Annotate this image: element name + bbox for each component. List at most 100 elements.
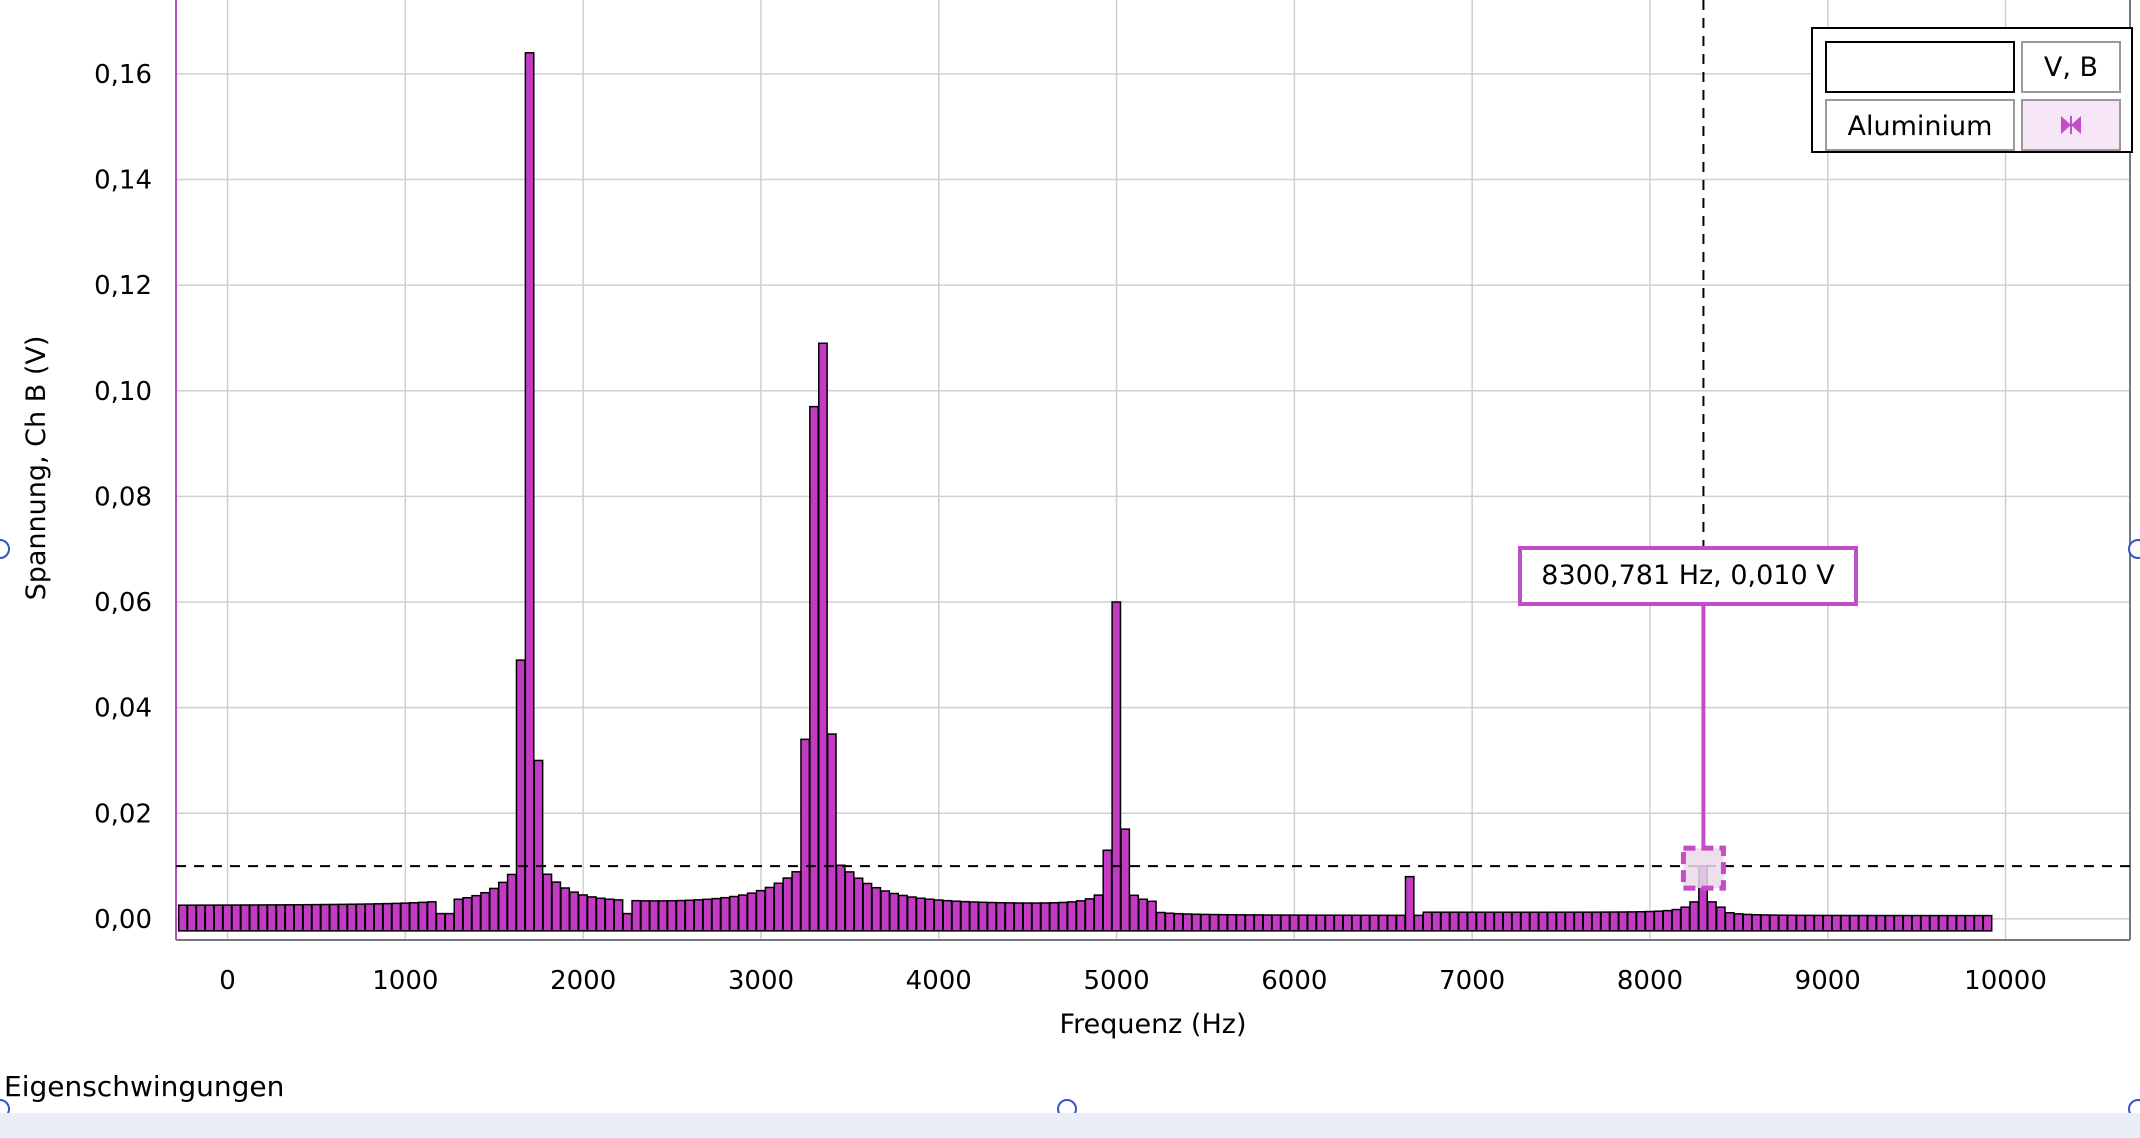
spectrum-bar [1733, 913, 1744, 932]
y-ticks: 0,00 0,02 0,04 0,06 0,08 0,10 0,12 0,14 0,16 [94, 60, 152, 935]
spectrum-bar [649, 900, 659, 932]
spectrum-bar [1751, 914, 1762, 932]
spectrum-bar [702, 898, 713, 932]
spectrum-bar [1804, 914, 1815, 932]
spectrum-bar [1360, 914, 1371, 932]
spectrum-bar [1271, 914, 1282, 932]
bars [177, 52, 1993, 932]
spectrum-bar [729, 895, 739, 932]
readout-callout[interactable]: 8300,781 Hz, 0,010 V [1518, 546, 1858, 606]
spectrum-bar [995, 901, 1006, 932]
spectrum-bar [1129, 894, 1140, 932]
legend-header-left [1825, 41, 2015, 93]
spectrum-bar [666, 900, 677, 932]
spectrum-bar [986, 901, 997, 932]
spectrum-bar [1911, 914, 1922, 932]
spectrum-bar [373, 903, 384, 932]
spectrum-bar [1191, 913, 1202, 932]
spectrum-bar [1031, 902, 1042, 932]
x-tick-label: 7000 [1439, 966, 1505, 996]
cursor-marker[interactable] [1680, 845, 1726, 891]
spectrum-bar [1066, 901, 1077, 932]
spectrum-bar [1653, 910, 1664, 932]
resize-handle-right[interactable] [2128, 539, 2140, 559]
spectrum-bar [1769, 914, 1780, 932]
y-tick-label: 0,04 [94, 694, 152, 724]
spectrum-bar [657, 900, 668, 932]
spectrum-bar [1858, 914, 1868, 932]
spectrum-bar [1102, 849, 1113, 932]
spectrum-bar [1573, 911, 1584, 932]
spectrum-bar [1475, 911, 1486, 932]
spectrum-bar [844, 871, 855, 932]
cursor[interactable] [176, 0, 2130, 891]
spectrum-bar [524, 52, 535, 932]
spectrum-bar [1262, 914, 1273, 932]
spectrum-bar [1289, 914, 1300, 932]
spectrum-bar [1084, 898, 1095, 932]
spectrum-bar [1529, 911, 1540, 932]
spectrum-bar [951, 900, 962, 932]
y-tick-label: 0,10 [94, 377, 152, 407]
spectrum-bar [817, 342, 828, 932]
spectrum-bar [1440, 911, 1451, 932]
spectrum-bar [835, 864, 846, 932]
spectrum-bar [978, 901, 988, 932]
y-tick-label: 0,12 [94, 271, 152, 301]
bowtie-icon [2061, 116, 2081, 134]
spectrum-bar [897, 894, 908, 932]
spectrum-bar [542, 873, 553, 932]
spectrum-bar [213, 904, 224, 932]
spectrum-bar [400, 902, 411, 932]
spectrum-bar [364, 903, 375, 932]
spectrum-bar [1920, 914, 1931, 932]
spectrum-bar [444, 912, 455, 932]
spectrum-bar [1875, 914, 1886, 932]
spectrum-bar [693, 899, 704, 932]
spectrum-bar [1831, 914, 1842, 932]
legend-header-right [2021, 41, 2121, 93]
spectrum-bar [1218, 913, 1228, 932]
spectrum-bar [773, 882, 784, 932]
spectrum-bar [1324, 914, 1335, 932]
spectrum-bar [1333, 914, 1344, 932]
spectrum-bar [1493, 911, 1504, 932]
spectrum-bar [1431, 911, 1442, 932]
spectrum-bar [489, 887, 499, 932]
spectrum-bar [231, 904, 242, 932]
spectrum-bar [595, 897, 606, 932]
spectrum-bar [409, 902, 419, 932]
spectrum-bar [1555, 911, 1566, 932]
spectrum-bar [186, 904, 197, 932]
legend: V, B Aluminium [1811, 27, 2133, 153]
spectrum-bar [1502, 911, 1513, 932]
x-tick-label: 10000 [1964, 966, 2047, 996]
spectrum-bar [960, 900, 971, 932]
resize-handle-left[interactable] [0, 539, 10, 559]
x-axis-label: Frequenz (Hz) [1060, 1009, 1247, 1040]
spectrum-bar [1538, 911, 1548, 932]
x-tick-label: 2000 [550, 966, 616, 996]
spectrum-bar [782, 877, 793, 932]
spectrum-bar [631, 899, 642, 932]
spectrum-bar [586, 896, 597, 932]
spectrum-bar [560, 887, 571, 932]
spectrum-bar [791, 871, 802, 932]
spectrum-bar [613, 899, 624, 932]
chart-caption: Eigenschwingungen [4, 1070, 285, 1103]
spectrum-bar [1138, 898, 1148, 932]
spectrum-bar [329, 903, 339, 932]
spectrum-bar [1173, 912, 1184, 932]
y-tick-label: 0,08 [94, 482, 152, 512]
legend-series-cell[interactable] [1825, 99, 2015, 151]
spectrum-bar [1982, 914, 1993, 932]
x-tick-label: 3000 [728, 966, 794, 996]
spectrum-bar [1511, 911, 1522, 932]
spectrum-bar [435, 912, 446, 932]
spectrum-bar [675, 899, 686, 932]
spectrum-bar [1093, 894, 1104, 932]
spectrum-bar [249, 904, 259, 932]
spectrum-bar [1413, 914, 1424, 932]
spectrum-bar [1422, 911, 1433, 932]
spectrum-bar [1822, 914, 1833, 932]
